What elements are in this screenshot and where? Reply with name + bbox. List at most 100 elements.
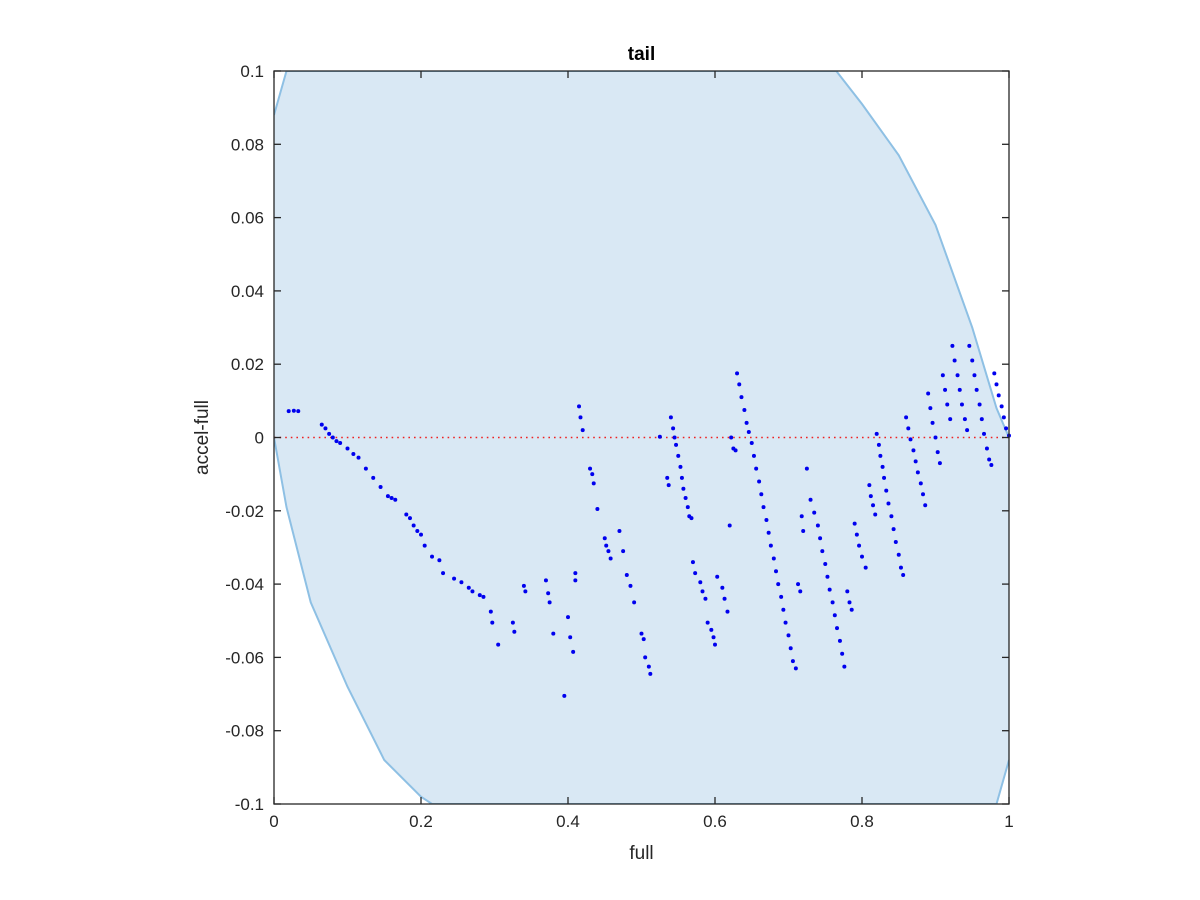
data-point [676, 453, 681, 458]
data-point [798, 589, 803, 594]
chart-title: tail [628, 44, 655, 65]
data-point [840, 651, 845, 656]
data-point [808, 497, 813, 502]
data-point [955, 373, 960, 378]
data-point [825, 574, 830, 579]
data-point [776, 582, 781, 587]
data-point [621, 549, 626, 554]
data-point [547, 600, 552, 605]
data-point [404, 512, 409, 517]
data-point [790, 659, 795, 664]
data-point [921, 492, 926, 497]
data-point [972, 373, 977, 378]
data-point [873, 512, 878, 517]
data-point [926, 391, 931, 396]
data-point [671, 426, 676, 431]
data-point [749, 440, 754, 445]
data-point [566, 615, 570, 620]
data-point [774, 569, 779, 574]
data-point [820, 549, 825, 554]
data-point [672, 435, 677, 440]
y-tick-label: 0.1 [240, 62, 264, 81]
data-point [666, 483, 671, 488]
data-point [488, 609, 493, 614]
data-point [371, 475, 376, 480]
data-point [657, 434, 662, 439]
data-point [521, 583, 526, 588]
data-point [977, 402, 982, 407]
data-point [323, 426, 328, 431]
data-point [617, 528, 622, 533]
data-point [319, 422, 324, 427]
data-point [510, 620, 515, 625]
data-point [334, 439, 339, 444]
data-point [793, 666, 798, 671]
data-point [578, 415, 583, 420]
data-point [904, 415, 909, 420]
data-point [959, 402, 964, 407]
data-point [818, 536, 823, 541]
data-point [356, 455, 361, 460]
data-point [842, 664, 847, 669]
data-point [703, 596, 708, 601]
data-point [735, 371, 740, 376]
data-point [857, 543, 862, 548]
data-point [689, 516, 694, 521]
data-point [948, 417, 953, 422]
data-point [950, 343, 955, 348]
data-point [665, 475, 670, 480]
x-tick-label: 0.8 [850, 812, 874, 831]
data-point [595, 506, 600, 511]
data-point [852, 521, 857, 526]
data-point [641, 637, 646, 642]
data-point [466, 585, 471, 590]
data-point [588, 466, 593, 471]
data-point [713, 642, 717, 647]
data-point [363, 466, 368, 471]
data-point [913, 459, 918, 464]
data-point [878, 453, 883, 458]
y-axis-label: accel-full [192, 400, 213, 475]
data-point [992, 371, 997, 376]
data-point [590, 472, 595, 477]
data-point [871, 503, 876, 508]
data-point [935, 450, 940, 455]
data-point [602, 536, 607, 541]
data-point [854, 532, 859, 537]
data-point [389, 495, 394, 500]
data-point [720, 585, 725, 590]
data-point [987, 457, 992, 462]
data-point [768, 543, 773, 548]
data-point [923, 503, 928, 508]
data-point [928, 406, 933, 411]
data-point [742, 408, 747, 413]
y-tick-label: -0.04 [225, 575, 264, 594]
data-point [812, 510, 817, 515]
data-point [867, 483, 872, 488]
data-point [330, 435, 335, 440]
data-point [847, 600, 852, 605]
data-point [962, 417, 967, 422]
data-point [639, 631, 644, 636]
data-point [764, 517, 769, 522]
data-point [915, 470, 920, 475]
data-point [711, 635, 716, 640]
data-point [744, 420, 749, 425]
data-point [648, 671, 653, 676]
data-point [804, 466, 809, 471]
data-point [823, 561, 828, 566]
data-point [863, 565, 868, 570]
data-point [984, 446, 989, 451]
data-point [766, 530, 771, 535]
data-point [906, 426, 911, 431]
data-point [754, 466, 759, 471]
data-point [908, 437, 913, 442]
data-point [882, 475, 887, 480]
data-point [459, 580, 464, 585]
data-point [385, 494, 390, 499]
data-point [543, 578, 548, 583]
x-tick-label: 0.4 [556, 812, 580, 831]
data-point [889, 514, 894, 519]
y-tick-label: -0.02 [225, 502, 264, 521]
data-point [994, 382, 999, 387]
